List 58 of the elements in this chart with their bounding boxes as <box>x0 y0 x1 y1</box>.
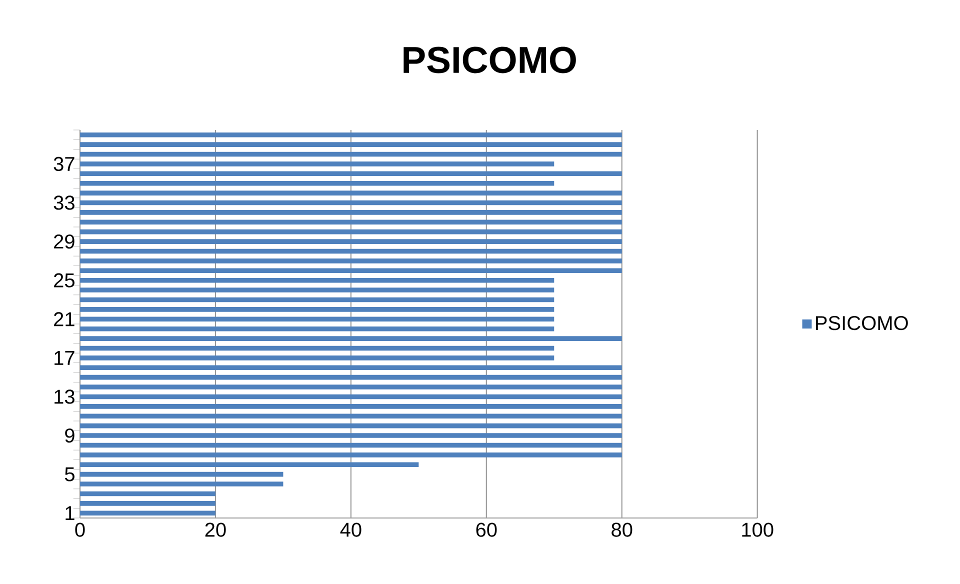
bar <box>80 336 622 341</box>
bar <box>80 239 622 244</box>
x-tick-label: 60 <box>476 522 497 537</box>
bar <box>80 510 216 516</box>
y-tick-label: 5 <box>64 467 74 482</box>
bar <box>80 501 216 506</box>
y-tick-label: 37 <box>54 156 74 172</box>
x-tick-label: 0 <box>75 522 85 537</box>
y-tick-label: 1 <box>66 506 74 520</box>
bar <box>80 384 622 390</box>
y-tick-label: 17 <box>54 351 74 365</box>
bar <box>80 278 554 283</box>
bar <box>80 374 622 380</box>
x-tick-label: 20 <box>205 522 226 537</box>
x-tick-label: 80 <box>612 522 632 537</box>
bar <box>80 356 554 360</box>
bar <box>80 171 622 176</box>
bar <box>80 346 554 351</box>
bar <box>80 297 554 302</box>
bar <box>80 316 554 322</box>
bar <box>80 132 622 138</box>
bar <box>80 326 554 332</box>
bar <box>80 394 622 400</box>
bar <box>80 365 622 370</box>
y-tick-label: 33 <box>54 196 74 210</box>
bar <box>80 152 622 157</box>
y-tick-label: 9 <box>65 428 74 443</box>
x-tick-label: 100 <box>742 522 774 537</box>
bar <box>80 268 622 274</box>
y-tick-label: 21 <box>54 312 74 326</box>
bar <box>80 180 554 186</box>
bar <box>80 210 622 215</box>
bar <box>80 414 622 419</box>
bar <box>80 482 284 486</box>
bar <box>80 200 622 206</box>
legend-label: PSICOMO <box>816 316 908 330</box>
bar <box>80 462 419 468</box>
y-tick-label: 29 <box>54 234 74 249</box>
chart-title: PSICOMO <box>404 46 576 74</box>
bar <box>80 229 622 234</box>
bar <box>80 472 284 477</box>
bar <box>80 142 622 147</box>
bar <box>80 442 622 448</box>
bar <box>80 433 622 438</box>
bar <box>80 288 554 292</box>
bar <box>80 220 622 225</box>
bar <box>80 404 622 409</box>
y-tick-label: 25 <box>54 273 74 288</box>
bar <box>80 162 554 166</box>
bar <box>80 307 554 312</box>
x-tick-label: 40 <box>340 522 362 537</box>
bar <box>80 452 622 458</box>
bar <box>80 190 622 196</box>
bar <box>80 491 216 496</box>
y-tick-label: 13 <box>54 390 74 404</box>
bar <box>80 248 622 254</box>
bar <box>80 423 622 428</box>
bar <box>80 258 622 264</box>
